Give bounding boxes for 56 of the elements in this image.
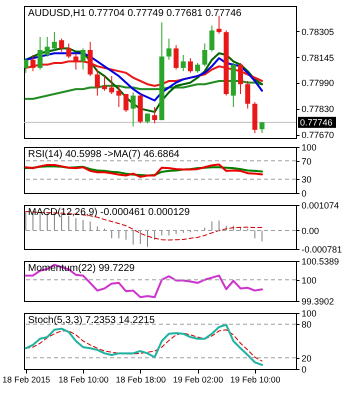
x-tick-label: 18 Feb 18:00 bbox=[116, 374, 166, 384]
candlestick bbox=[209, 25, 214, 52]
y-tick-label: 0.77830 bbox=[302, 104, 334, 114]
candlestick bbox=[52, 32, 57, 50]
candlestick bbox=[44, 36, 50, 58]
line-series bbox=[24, 324, 263, 366]
y-tick-label: 0 bbox=[302, 188, 307, 198]
y-tick-label: 0.001074 bbox=[302, 200, 340, 210]
candlestick bbox=[38, 36, 43, 70]
y-tick-label: 100 bbox=[302, 308, 317, 318]
candlestick bbox=[102, 76, 108, 92]
candlestick bbox=[130, 92, 136, 128]
x-tick-label: 18 Feb 10:00 bbox=[58, 374, 109, 384]
candlestick bbox=[66, 42, 72, 59]
y-tick-label: 100 bbox=[302, 142, 317, 152]
y-tick-label: 100.5389 bbox=[302, 256, 340, 266]
y-tick-label: 20 bbox=[302, 353, 312, 364]
candlestick bbox=[24, 58, 28, 74]
y-tick-label: 0 bbox=[302, 364, 307, 374]
line-series bbox=[24, 264, 263, 298]
candlestick bbox=[152, 106, 158, 124]
y-tick-label: 30 bbox=[302, 174, 312, 185]
chart-title: Stoch(5,3,3) 7.2353 14.2215 bbox=[28, 315, 156, 326]
candlestick bbox=[124, 94, 128, 112]
y-tick-label: 100 bbox=[302, 275, 317, 286]
candlestick bbox=[80, 48, 86, 70]
candlestick bbox=[180, 54, 186, 72]
candlestick bbox=[94, 69, 100, 96]
candlestick bbox=[202, 42, 208, 67]
candlestick bbox=[188, 58, 193, 74]
line-series bbox=[25, 329, 262, 362]
candlestick bbox=[195, 62, 200, 74]
y-tick-label: -0.000781 bbox=[302, 244, 342, 254]
y-tick-label: 0.77990 bbox=[302, 78, 334, 88]
chart-title: AUDUSD,H1 0.77704 0.77749 0.77681 0.77746 bbox=[28, 8, 242, 19]
y-tick-label: 0.78305 bbox=[302, 26, 334, 37]
ref-line-label: 0.77746 bbox=[300, 117, 333, 128]
candlestick bbox=[166, 38, 172, 60]
y-tick-label: 0.78145 bbox=[302, 52, 334, 63]
candlestick bbox=[245, 80, 250, 110]
candlestick bbox=[216, 15, 222, 34]
y-tick-label: 80 bbox=[302, 320, 312, 330]
x-tick-label: 19 Feb 02:00 bbox=[173, 374, 224, 384]
candlestick bbox=[144, 113, 150, 124]
y-tick-label: 0.77670 bbox=[302, 130, 334, 140]
candlestick bbox=[260, 121, 264, 134]
candlestick bbox=[174, 44, 179, 70]
x-tick-label: 19 Feb 10:00 bbox=[230, 374, 281, 384]
candlestick bbox=[59, 38, 64, 52]
candlestick bbox=[116, 85, 122, 108]
x-tick-label: 18 Feb 2015 bbox=[2, 374, 50, 384]
y-tick-label: 0.00 bbox=[302, 226, 320, 236]
y-tick-label: 70 bbox=[302, 156, 312, 166]
candlestick bbox=[109, 76, 114, 94]
chart-title: RSI(14) 40.5998 ->MA(7) 46.6864 bbox=[28, 149, 180, 160]
y-tick-label: 99.3902 bbox=[302, 296, 334, 306]
